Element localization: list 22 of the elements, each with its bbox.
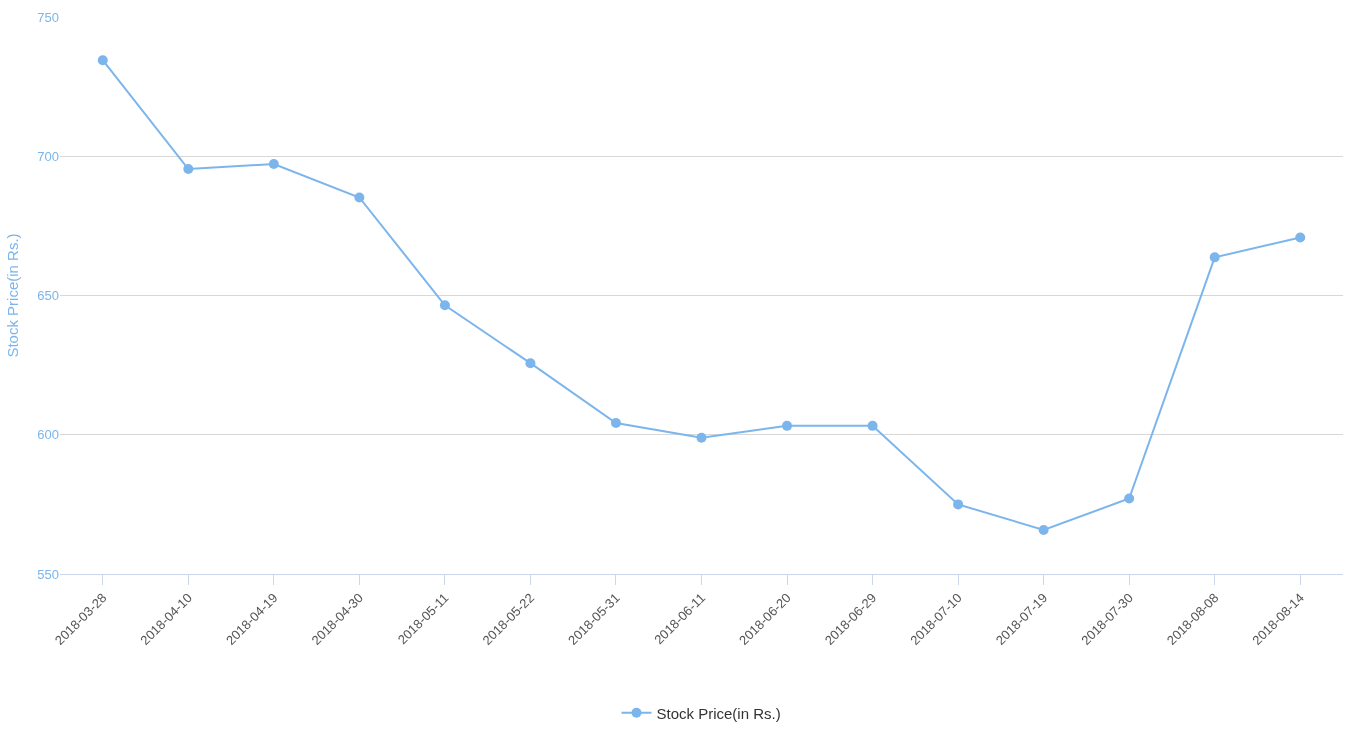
point — [1209, 252, 1220, 263]
point — [1295, 232, 1306, 243]
y-tick-label: 550 — [37, 566, 59, 582]
point — [953, 499, 964, 510]
y-axis-title: Stock Price(in Rs.) — [3, 233, 21, 358]
point — [696, 432, 707, 443]
point — [439, 300, 450, 311]
point — [525, 358, 536, 369]
point — [354, 192, 365, 203]
point — [1038, 525, 1049, 535]
point — [268, 159, 279, 170]
legend-label: Stock Price(in Rs.) — [656, 704, 781, 722]
point — [97, 55, 108, 66]
point — [183, 164, 194, 175]
point — [782, 420, 793, 431]
y-tick-label: 750 — [37, 9, 59, 25]
point — [610, 418, 621, 429]
y-tick-label: 700 — [37, 148, 59, 164]
point — [867, 420, 878, 431]
y-tick-label: 650 — [37, 288, 59, 304]
y-tick-label: 600 — [37, 427, 59, 443]
point — [1124, 493, 1135, 504]
